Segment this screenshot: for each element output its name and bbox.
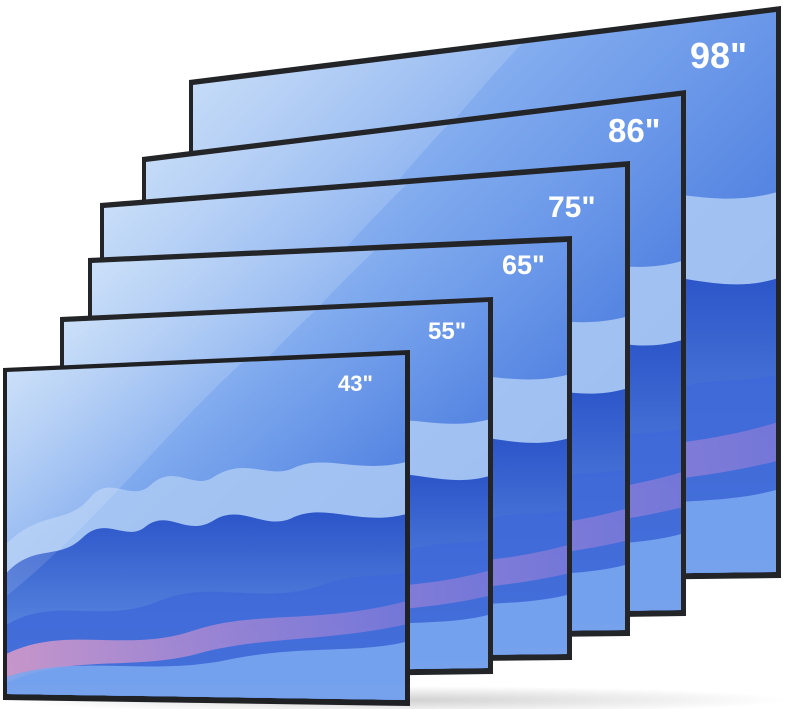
tv-65-size-label: 65" (502, 250, 545, 280)
tv-43-size-label: 43" (338, 371, 373, 396)
tv-98-size-label: 98" (690, 35, 747, 76)
tv-75-size-label: 75" (548, 191, 596, 224)
tv-43: 43" (3, 350, 410, 706)
tv-86-size-label: 86" (608, 112, 660, 149)
tv-55-size-label: 55" (428, 318, 466, 345)
